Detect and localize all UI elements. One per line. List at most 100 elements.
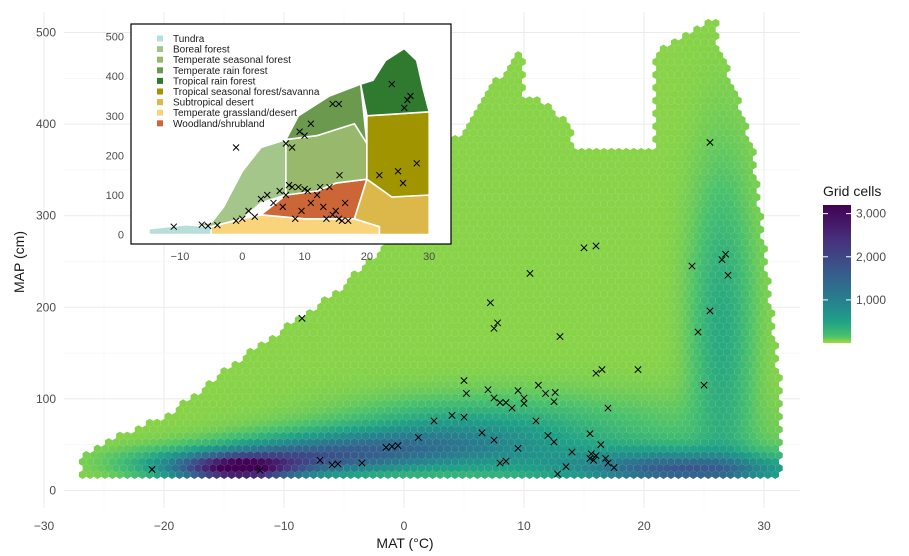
hexbin-cell bbox=[499, 463, 508, 473]
hexbin-cell bbox=[529, 399, 537, 408]
hexbin-cell bbox=[708, 412, 716, 421]
hexbin-cell bbox=[179, 438, 187, 447]
hexbin-cell bbox=[432, 334, 441, 344]
hexbin-cell bbox=[514, 425, 523, 434]
hexbin-cell bbox=[589, 180, 597, 189]
hexbin-cell bbox=[674, 44, 683, 54]
hexbin-cell bbox=[648, 425, 657, 434]
hexbin-cell bbox=[451, 444, 459, 454]
hexbin-cell bbox=[715, 360, 724, 370]
hexbin-cell bbox=[466, 134, 474, 144]
hexbin-cell bbox=[752, 270, 761, 279]
hexbin-cell bbox=[153, 431, 161, 441]
inset-x-tick-label: 0 bbox=[239, 251, 245, 263]
hexbin-cell bbox=[332, 392, 340, 402]
hexbin-cell bbox=[570, 354, 578, 363]
hexbin-cell bbox=[402, 283, 411, 292]
hexbin-cell bbox=[510, 225, 519, 234]
hexbin-cell bbox=[518, 122, 526, 131]
site-marker bbox=[604, 404, 612, 412]
hexbin-cell bbox=[484, 231, 493, 241]
hexbin-cell bbox=[615, 367, 623, 376]
hexbin-cell bbox=[626, 309, 634, 318]
hexbin-cell bbox=[637, 418, 645, 428]
hexbin-cell bbox=[659, 470, 668, 479]
site-marker bbox=[316, 456, 324, 464]
hexbin-cell bbox=[294, 457, 303, 467]
hexbin-cell bbox=[414, 263, 422, 273]
hexbin-cell bbox=[484, 257, 493, 267]
hexbin-cell bbox=[540, 160, 549, 170]
hexbin-cell bbox=[536, 386, 545, 396]
hexbin-cell bbox=[455, 373, 463, 383]
site-marker bbox=[328, 461, 336, 469]
hexbin-cell bbox=[451, 134, 459, 144]
hexbin-cell bbox=[555, 173, 563, 183]
hexbin-cell bbox=[369, 380, 377, 389]
hexbin-cell bbox=[700, 399, 709, 408]
hexbin-cell bbox=[443, 251, 452, 260]
hexbin-cell bbox=[656, 296, 664, 305]
hexbin-cell bbox=[741, 341, 750, 350]
hexbin-cell bbox=[253, 425, 262, 434]
hexbin-cell bbox=[455, 141, 463, 150]
hexbin-cell bbox=[756, 405, 765, 415]
hexbin-cell bbox=[723, 386, 731, 396]
hexbin-cell bbox=[548, 212, 556, 221]
hexbin-cell bbox=[335, 309, 344, 318]
hexbin-cell bbox=[771, 341, 779, 350]
hexbin-cell bbox=[365, 412, 374, 421]
hexbin-cell bbox=[257, 367, 266, 376]
hexbin-cell bbox=[477, 257, 485, 267]
hexbin-cell bbox=[384, 457, 392, 467]
hexbin-cell bbox=[693, 64, 701, 73]
hexbin-cell bbox=[566, 373, 575, 383]
hexbin-cell bbox=[153, 418, 161, 428]
hexbin-cell bbox=[488, 186, 496, 196]
hexbin-cell bbox=[462, 154, 470, 163]
hexbin-cell bbox=[142, 463, 150, 473]
hexbin-cell bbox=[663, 76, 671, 86]
hexbin-cell bbox=[268, 425, 277, 434]
hexbin-cell bbox=[641, 463, 649, 473]
hexbin-cell bbox=[507, 76, 515, 86]
hexbin-cell bbox=[626, 360, 634, 370]
hexbin-cell bbox=[663, 296, 671, 305]
hexbin-cell bbox=[767, 451, 776, 460]
hexbin-cell bbox=[495, 263, 504, 273]
hexbin-cell bbox=[615, 263, 623, 273]
hexbin-cell bbox=[615, 160, 623, 170]
hexbin-cell bbox=[428, 444, 437, 454]
hexbin-cell bbox=[265, 431, 273, 441]
hexbin-cell bbox=[525, 276, 534, 286]
hexbin-cell bbox=[600, 263, 608, 273]
hexbin-cell bbox=[119, 463, 128, 473]
hexbin-cell bbox=[525, 367, 534, 376]
hexbin-cell bbox=[741, 276, 750, 286]
hexbin-cell bbox=[108, 457, 117, 467]
hexbin-cell bbox=[551, 283, 560, 292]
hexbin-cell bbox=[708, 38, 716, 47]
hexbin-cell bbox=[179, 399, 187, 408]
hexbin-cell bbox=[626, 218, 634, 228]
hexbin-cell bbox=[674, 147, 683, 157]
hexbin-cell bbox=[730, 231, 739, 241]
hexbin-cell bbox=[738, 360, 746, 370]
hexbin-cell bbox=[615, 457, 623, 467]
hexbin-cell bbox=[678, 257, 686, 267]
hexbin-cell bbox=[622, 289, 631, 299]
hexbin-cell bbox=[548, 315, 556, 325]
hexbin-cell bbox=[406, 251, 415, 260]
hexbin-cell bbox=[615, 470, 623, 479]
hexbin-cell bbox=[291, 438, 299, 447]
hexbin-cell bbox=[455, 283, 463, 292]
hexbin-cell bbox=[469, 167, 478, 176]
hexbin-cell bbox=[592, 225, 601, 234]
hexbin-cell bbox=[667, 302, 675, 312]
hexbin-cell bbox=[190, 457, 199, 467]
hexbin-cell bbox=[455, 205, 463, 215]
hexbin-cell bbox=[671, 463, 679, 473]
hexbin-cell bbox=[704, 289, 712, 299]
hexbin-cell bbox=[689, 238, 698, 247]
hexbin-cell bbox=[708, 167, 716, 176]
